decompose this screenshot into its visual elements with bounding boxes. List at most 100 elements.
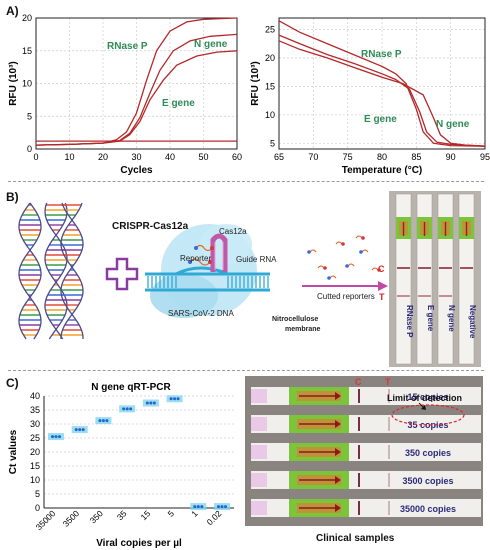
helix-strand (60, 202, 84, 339)
panel-a-label: A) (6, 4, 19, 18)
membrane-label: Nitrocellulose membrane (272, 316, 321, 333)
x-tick-label: 5 (166, 508, 177, 519)
y-tick-label: 25 (265, 24, 275, 34)
divider-bottom (8, 370, 484, 371)
flow-arrow-head (335, 504, 341, 512)
arrow-right-icon (302, 281, 388, 291)
y-tick-label: 10 (265, 110, 275, 120)
y-tick-label: 5 (270, 138, 275, 148)
y-tick-label: 20 (30, 447, 40, 457)
x-tick-label: 0.02 (205, 508, 224, 527)
reporter-fragment (317, 265, 325, 269)
data-point (224, 505, 227, 509)
reporter-fragment (329, 275, 337, 279)
cutted-reporters-label: Cutted reporters (317, 292, 375, 301)
series-annotation: E gene (162, 98, 195, 109)
panel-c-label: C) (6, 376, 19, 390)
reporter-dye (327, 276, 331, 280)
data-point (169, 397, 173, 401)
x-tick-label: 30 (131, 152, 141, 162)
x-tick-label: 90 (446, 152, 456, 162)
data-point (98, 419, 102, 423)
y-tick-label: 0 (35, 503, 40, 513)
strip-label: E gene (426, 305, 435, 332)
x-tick-label: 95 (480, 152, 490, 162)
x-tick-label: 50 (198, 152, 208, 162)
plus-icon (105, 257, 139, 291)
y-tick-label: 15 (30, 461, 40, 471)
x-tick-label: 40 (165, 152, 175, 162)
x-tick-label: 75 (343, 152, 353, 162)
copies-label: 35000 copies (400, 504, 456, 514)
reporter-dye (361, 236, 365, 240)
cas12a-protein (150, 224, 257, 318)
melting-chart: 65 70 75 80 85 90 95 5 10 15 20 25 RNase P E gene N ge… (250, 17, 490, 176)
data-point (193, 505, 197, 509)
x-axis-label: Viral copies per µl (96, 538, 182, 549)
series-line (278, 20, 486, 147)
data-point (51, 435, 54, 439)
data-point (200, 505, 204, 509)
y-tick-label: 5 (27, 111, 32, 121)
strip-wick (251, 473, 267, 487)
t-line-label: T (379, 292, 385, 302)
series-line (278, 40, 486, 147)
x-tick-label: 65 (274, 152, 284, 162)
y-tick-label: 5 (35, 489, 40, 499)
data-point (105, 419, 109, 423)
data-point (173, 397, 177, 401)
series-annotation: N gene (194, 39, 228, 50)
y-axis-label: RFU (10³) (250, 61, 261, 105)
strip-wick (251, 445, 267, 459)
y-axis-label: Ct values (8, 429, 19, 474)
crispr-title: CRISPR-Cas12a (112, 221, 189, 232)
reporter-dye (307, 250, 311, 254)
y-tick-label: 15 (22, 46, 32, 56)
data-point (54, 435, 58, 439)
reporter-fragment (361, 249, 369, 253)
strip-label: Negative (468, 305, 477, 339)
reporter-fragment (309, 249, 317, 253)
x-tick-label: 80 (377, 152, 387, 162)
x-tick-label: 1 (189, 508, 200, 519)
flow-arrow-head (335, 392, 341, 400)
reporter-dye (341, 242, 345, 246)
strip-wick (251, 389, 267, 403)
amplification-chart: 0 10 20 30 40 50 60 0 5 10 15 20 RNase P N gene E gene… (8, 13, 242, 176)
lod-label: Limit of detection (387, 393, 462, 403)
reporter-fragment (355, 235, 363, 239)
reporter-label: Reporter (180, 254, 211, 263)
data-point (217, 505, 220, 509)
strip-label: N gene (447, 305, 456, 332)
data-point (101, 419, 105, 423)
plot-frame (35, 17, 238, 150)
photo-caption: Clinical samples (316, 533, 395, 544)
x-tick-label: 20 (98, 152, 108, 162)
divider-top (8, 181, 484, 182)
strip-wick (251, 501, 267, 515)
reporter-dye (359, 250, 363, 254)
data-point (149, 401, 153, 405)
x-tick-label: 15 (139, 508, 153, 522)
reporter-dye (377, 268, 381, 272)
data-point (129, 407, 133, 411)
series-annotation: N gene (436, 119, 470, 130)
x-tick-label: 3500 (61, 508, 82, 529)
helix-strand (44, 202, 68, 340)
strip-label: RNase P (405, 305, 414, 338)
x-tick-label: 350 (88, 508, 105, 525)
y-tick-label: 10 (22, 79, 32, 89)
copies-label: 350 copies (405, 448, 451, 458)
data-point (74, 428, 78, 432)
data-point (125, 407, 129, 411)
y-tick-label: 20 (265, 53, 275, 63)
data-point (122, 407, 126, 411)
clinical-strips-photo: C T 15 copies 35 copies 350 copies 3500 cop… (245, 376, 483, 526)
flow-arrow-head (335, 448, 341, 456)
chart-title: N gene qRT-PCR (91, 382, 171, 393)
data-point (78, 428, 82, 432)
lod-highlight (391, 404, 465, 426)
flow-arrow-head (335, 420, 341, 428)
series-annotation: E gene (364, 114, 397, 125)
data-point (145, 401, 149, 405)
